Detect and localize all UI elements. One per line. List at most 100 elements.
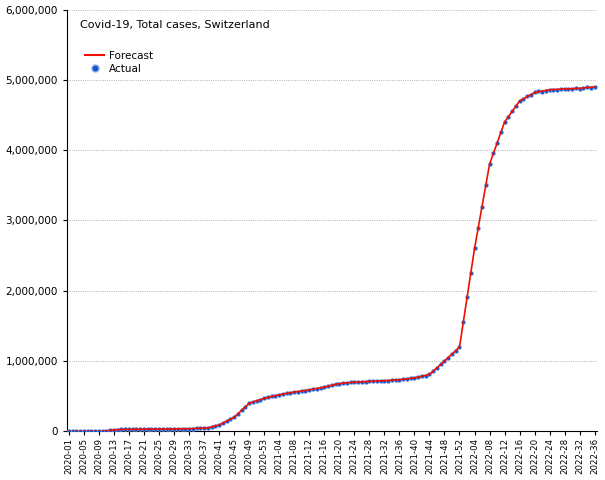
Point — [226, 415, 235, 423]
Point — [151, 425, 160, 433]
Point — [316, 384, 325, 392]
Point — [312, 384, 322, 392]
Point — [177, 425, 186, 432]
Point — [425, 371, 434, 378]
Point — [117, 426, 126, 433]
Point — [263, 394, 273, 401]
Text: Covid-19, Total cases, Switzerland: Covid-19, Total cases, Switzerland — [80, 20, 270, 30]
Point — [71, 428, 81, 435]
Point — [165, 425, 175, 433]
Point — [376, 377, 385, 385]
Point — [248, 398, 258, 406]
Point — [571, 84, 581, 92]
Point — [447, 350, 457, 358]
Point — [586, 84, 596, 92]
Point — [214, 421, 224, 429]
Point — [113, 426, 122, 433]
Point — [136, 425, 145, 433]
Point — [522, 92, 532, 100]
Point — [323, 383, 333, 390]
Point — [105, 427, 115, 434]
Point — [342, 380, 352, 387]
Point — [244, 399, 254, 407]
Point — [492, 139, 502, 147]
Point — [188, 425, 198, 432]
Point — [410, 374, 419, 382]
Point — [459, 318, 468, 326]
Point — [83, 428, 93, 435]
Legend: Forecast, Actual: Forecast, Actual — [85, 50, 154, 74]
Point — [469, 245, 479, 252]
Point — [90, 428, 100, 435]
Point — [443, 354, 453, 361]
Point — [590, 83, 600, 91]
Point — [361, 378, 370, 386]
Point — [102, 427, 111, 435]
Point — [413, 373, 423, 381]
Point — [260, 395, 269, 402]
Point — [286, 389, 295, 396]
Point — [304, 386, 314, 394]
Point — [195, 424, 205, 432]
Point — [387, 376, 397, 384]
Point — [552, 86, 562, 94]
Point — [537, 88, 547, 96]
Point — [169, 425, 179, 433]
Point — [402, 375, 412, 383]
Point — [233, 410, 243, 418]
Point — [511, 102, 521, 110]
Point — [575, 85, 584, 93]
Point — [455, 343, 465, 351]
Point — [466, 269, 476, 277]
Point — [278, 390, 288, 398]
Point — [192, 424, 201, 432]
Point — [289, 388, 299, 396]
Point — [384, 377, 393, 384]
Point — [222, 417, 232, 425]
Point — [87, 428, 96, 435]
Point — [128, 425, 137, 433]
Point — [379, 377, 389, 385]
Point — [488, 149, 498, 156]
Point — [549, 86, 558, 94]
Point — [199, 424, 209, 432]
Point — [345, 379, 355, 386]
Point — [68, 428, 77, 435]
Point — [274, 391, 284, 399]
Point — [391, 376, 401, 384]
Point — [541, 87, 551, 95]
Point — [139, 425, 149, 433]
Point — [440, 358, 450, 365]
Point — [485, 160, 494, 168]
Point — [120, 426, 130, 433]
Point — [518, 96, 528, 103]
Point — [143, 425, 152, 433]
Point — [98, 428, 108, 435]
Point — [184, 425, 194, 432]
Point — [398, 375, 408, 383]
Point — [237, 407, 246, 414]
Point — [282, 389, 292, 397]
Point — [534, 87, 543, 95]
Point — [436, 360, 445, 368]
Point — [154, 425, 164, 433]
Point — [218, 419, 227, 427]
Point — [507, 107, 517, 115]
Point — [79, 428, 89, 435]
Point — [481, 181, 491, 189]
Point — [462, 293, 472, 301]
Point — [421, 372, 431, 379]
Point — [207, 423, 217, 431]
Point — [417, 372, 427, 380]
Point — [526, 91, 535, 99]
Point — [252, 397, 261, 405]
Point — [545, 86, 555, 94]
Point — [327, 382, 336, 389]
Point — [583, 84, 592, 91]
Point — [350, 378, 359, 386]
Point — [556, 85, 566, 93]
Point — [293, 388, 303, 396]
Point — [146, 425, 156, 433]
Point — [364, 378, 374, 385]
Point — [394, 376, 404, 384]
